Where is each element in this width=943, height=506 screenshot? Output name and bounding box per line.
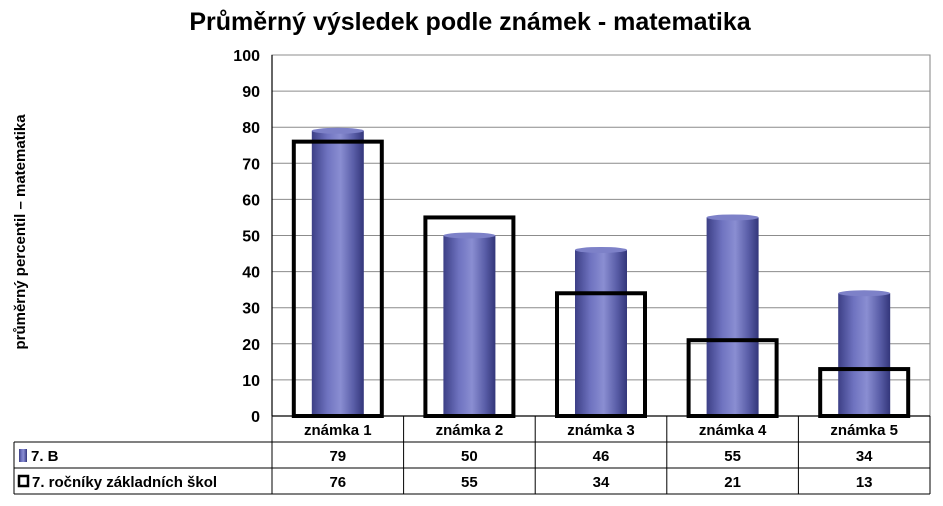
y-tick-label: 100 <box>233 48 260 65</box>
x-tick-label: známka 1 <box>304 422 372 439</box>
data-label-7-rocniky: 13 <box>856 474 873 491</box>
legend-key-7-rocniky <box>17 474 30 488</box>
data-label-7b: 55 <box>724 448 741 465</box>
bar-7b <box>575 249 627 416</box>
y-tick-label: 50 <box>242 229 260 246</box>
legend-key-7b <box>19 449 27 462</box>
y-tick-label: 80 <box>242 120 260 137</box>
bar-7b <box>838 293 891 416</box>
y-tick-label: 60 <box>242 192 260 209</box>
bar-7b <box>311 130 364 416</box>
legend-label-7b: 7. B <box>31 448 59 465</box>
data-label-7b: 46 <box>593 448 610 465</box>
legend-label-7-rocniky: 7. ročníky základních škol <box>32 474 217 491</box>
y-axis-label: průměrný percentil – matematika <box>12 114 29 350</box>
y-tick-label: 70 <box>242 156 260 173</box>
y-tick-label: 90 <box>242 84 260 101</box>
bar-7b <box>706 217 759 416</box>
bar-7b <box>443 235 496 416</box>
data-label-7-rocniky: 55 <box>461 474 478 491</box>
y-tick-label: 0 <box>251 409 260 426</box>
bar-7b-top <box>311 127 364 134</box>
data-label-7b: 79 <box>329 448 346 465</box>
y-tick-label: 30 <box>242 301 260 318</box>
data-label-7b: 34 <box>856 448 873 465</box>
x-tick-label: známka 3 <box>567 422 635 439</box>
data-label-7-rocniky: 76 <box>329 474 346 491</box>
bar-7b-top <box>838 290 891 297</box>
chart-title: Průměrný výsledek podle známek - matemat… <box>189 8 751 36</box>
plot-area: 0 10 20 30 40 50 60 70 80 90 100 <box>233 48 931 426</box>
data-label-7-rocniky: 21 <box>724 474 741 491</box>
x-tick-label: známka 4 <box>699 422 767 439</box>
x-tick-label: známka 5 <box>830 422 898 439</box>
bar-7b-top <box>443 232 496 239</box>
data-table: známka 1 známka 2 známka 3 známka 4 známka 5… <box>13 415 931 495</box>
x-tick-label: známka 2 <box>436 422 504 439</box>
bar-7b-top <box>706 214 759 221</box>
data-label-7b: 50 <box>461 448 478 465</box>
y-tick-label: 10 <box>242 373 260 390</box>
bar-7b-top <box>575 246 627 253</box>
y-tick-label: 40 <box>242 265 260 282</box>
data-label-7-rocniky: 34 <box>593 474 610 491</box>
y-tick-label: 20 <box>242 337 260 354</box>
